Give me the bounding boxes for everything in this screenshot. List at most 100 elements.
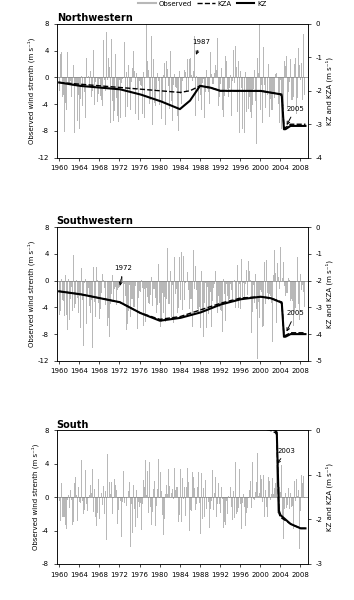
- Bar: [297, 257, 298, 281]
- Bar: [203, 477, 204, 497]
- Bar: [75, 478, 76, 497]
- Bar: [172, 489, 173, 497]
- Bar: [212, 281, 213, 301]
- Bar: [283, 497, 284, 502]
- Bar: [209, 497, 210, 529]
- Bar: [145, 77, 146, 78]
- Bar: [261, 77, 262, 85]
- Bar: [68, 77, 69, 83]
- Bar: [275, 281, 276, 318]
- Bar: [279, 281, 280, 289]
- Bar: [202, 77, 203, 100]
- Bar: [179, 497, 180, 510]
- Bar: [175, 77, 176, 88]
- Bar: [74, 483, 75, 497]
- Bar: [139, 77, 140, 81]
- Bar: [71, 77, 72, 97]
- Bar: [195, 62, 196, 77]
- Bar: [68, 495, 69, 497]
- Bar: [264, 262, 265, 281]
- Bar: [296, 479, 297, 497]
- Bar: [217, 38, 218, 77]
- Bar: [241, 484, 242, 497]
- Bar: [254, 281, 255, 304]
- Bar: [294, 37, 295, 77]
- Bar: [114, 281, 115, 289]
- Bar: [128, 75, 129, 77]
- Bar: [250, 77, 251, 112]
- Bar: [134, 497, 135, 547]
- Bar: [297, 496, 298, 497]
- Bar: [275, 497, 276, 524]
- Bar: [69, 77, 70, 85]
- Bar: [169, 281, 170, 304]
- Bar: [178, 77, 179, 131]
- Bar: [198, 77, 199, 84]
- Bar: [242, 77, 243, 129]
- Bar: [151, 277, 152, 281]
- Bar: [160, 281, 161, 327]
- Bar: [59, 281, 60, 314]
- Bar: [257, 277, 258, 281]
- Bar: [136, 281, 137, 282]
- Bar: [80, 281, 81, 328]
- Bar: [124, 43, 125, 77]
- Bar: [181, 497, 182, 523]
- Bar: [124, 497, 125, 503]
- Bar: [226, 281, 227, 284]
- Bar: [191, 281, 192, 299]
- Bar: [199, 77, 200, 88]
- Bar: [201, 77, 202, 110]
- Bar: [175, 281, 176, 294]
- Bar: [138, 497, 139, 499]
- Bar: [71, 497, 72, 500]
- Bar: [135, 497, 136, 527]
- Bar: [288, 488, 289, 497]
- Bar: [240, 497, 241, 505]
- Bar: [76, 77, 77, 92]
- Bar: [167, 494, 168, 497]
- Bar: [107, 281, 108, 326]
- Bar: [125, 77, 126, 117]
- Bar: [146, 487, 147, 497]
- Bar: [281, 466, 282, 497]
- Bar: [171, 493, 172, 497]
- Bar: [277, 497, 278, 513]
- Bar: [285, 493, 286, 497]
- Bar: [166, 281, 167, 299]
- Bar: [62, 281, 63, 300]
- Bar: [303, 476, 304, 497]
- Y-axis label: Observed wind strenth (m s⁻¹): Observed wind strenth (m s⁻¹): [27, 38, 35, 144]
- Bar: [229, 281, 230, 299]
- Bar: [250, 280, 251, 281]
- Bar: [290, 59, 291, 77]
- Bar: [259, 497, 260, 505]
- Bar: [286, 497, 287, 508]
- Bar: [271, 494, 272, 497]
- Bar: [103, 486, 104, 497]
- Bar: [116, 281, 117, 305]
- Bar: [278, 281, 279, 293]
- Legend: Observed, KZA, KZ: Observed, KZA, KZ: [136, 0, 269, 10]
- Bar: [263, 281, 264, 326]
- Bar: [262, 77, 263, 124]
- Bar: [213, 281, 214, 284]
- Bar: [260, 496, 261, 497]
- Bar: [215, 65, 216, 77]
- Bar: [287, 281, 288, 293]
- Bar: [86, 281, 87, 324]
- Bar: [101, 493, 102, 497]
- Bar: [260, 77, 261, 89]
- Bar: [123, 77, 124, 79]
- Bar: [236, 497, 237, 504]
- Bar: [299, 65, 300, 77]
- Bar: [81, 497, 82, 510]
- Bar: [230, 76, 231, 77]
- Bar: [186, 487, 187, 497]
- Bar: [129, 482, 130, 497]
- Bar: [148, 70, 149, 77]
- Bar: [113, 281, 114, 299]
- Bar: [98, 77, 99, 94]
- Bar: [255, 77, 256, 101]
- Bar: [79, 497, 80, 502]
